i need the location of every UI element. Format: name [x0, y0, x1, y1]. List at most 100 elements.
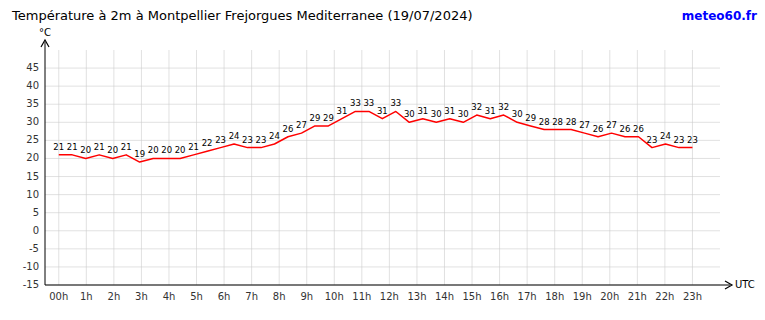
data-label: 31 [336, 106, 347, 116]
x-axis-arrow [725, 281, 732, 289]
grid-line-y [45, 122, 720, 123]
grid-line-x [389, 50, 390, 285]
data-label: 30 [431, 109, 442, 119]
data-label: 33 [363, 98, 374, 108]
x-tick-label: 20h [600, 291, 619, 302]
grid-line-x [554, 50, 555, 285]
data-label: 22 [202, 138, 213, 148]
x-tick-label: 13h [407, 291, 426, 302]
data-label: 21 [188, 142, 199, 152]
data-label: 21 [53, 142, 64, 152]
x-tick-label: 17h [518, 291, 537, 302]
grid-line-x [361, 50, 362, 285]
x-tick-label: 15h [463, 291, 482, 302]
x-tick-label: 00h [49, 291, 68, 302]
grid-line-x [168, 50, 169, 285]
grid-line-x [444, 50, 445, 285]
data-label: 28 [552, 117, 563, 127]
x-axis-label: UTC [735, 279, 755, 290]
x-tick-label: 3h [135, 291, 148, 302]
grid-line-x [609, 50, 610, 285]
y-axis-line [45, 42, 46, 285]
y-tick-label: 10 [26, 189, 39, 200]
data-label: 20 [80, 145, 91, 155]
grid-line-y [45, 212, 720, 213]
data-label: 27 [606, 120, 617, 130]
data-label: 20 [175, 145, 186, 155]
grid-line-x [279, 50, 280, 285]
x-axis-line [45, 285, 730, 286]
x-tick-label: 21h [628, 291, 647, 302]
grid-line-x [416, 50, 417, 285]
y-tick-label: 25 [26, 134, 39, 145]
y-tick-label: 40 [26, 80, 39, 91]
data-label: 32 [498, 102, 509, 112]
x-tick-label: 12h [380, 291, 399, 302]
data-label: 32 [471, 102, 482, 112]
temperature-line [59, 111, 693, 162]
title: Température à 2m à Montpellier Frejorgue… [11, 8, 473, 23]
data-label: 30 [458, 109, 469, 119]
chart: -15-10-505101520253035404500h1h2h3h4h5h6… [0, 0, 765, 320]
grid-line-y [45, 230, 720, 231]
data-labels: 2121202120211920202021222324232324262729… [53, 98, 698, 159]
grid-line-x [141, 50, 142, 285]
data-label: 26 [620, 124, 631, 134]
grid-line-x [306, 50, 307, 285]
grid-line-x [499, 50, 500, 285]
grid-line-x [113, 50, 114, 285]
data-label: 28 [566, 117, 577, 127]
tick-labels: -15-10-505101520253035404500h1h2h3h4h5h6… [23, 62, 702, 302]
data-label: 31 [417, 106, 428, 116]
data-label: 27 [579, 120, 590, 130]
x-tick-label: 23h [683, 291, 702, 302]
data-label: 26 [283, 124, 294, 134]
x-tick-label: 4h [163, 291, 176, 302]
grid-line-x [86, 50, 87, 285]
grid-line-x [334, 50, 335, 285]
y-tick-label: 30 [26, 116, 39, 127]
data-label: 20 [107, 145, 118, 155]
grid-line-y [45, 140, 720, 141]
x-tick-label: 2h [108, 291, 121, 302]
grid-line-x [196, 50, 197, 285]
grid-line-y [45, 104, 720, 105]
x-tick-label: 11h [352, 291, 371, 302]
data-label: 27 [296, 120, 307, 130]
data-label: 24 [229, 131, 240, 141]
grid-line-x [251, 50, 252, 285]
data-label: 26 [593, 124, 604, 134]
x-tick-label: 10h [325, 291, 344, 302]
data-label: 29 [525, 113, 536, 123]
data-label: 23 [242, 135, 253, 145]
grid-line-y [45, 158, 720, 159]
grid [45, 50, 720, 285]
data-label: 21 [67, 142, 78, 152]
y-tick-label: 35 [26, 98, 39, 109]
grid-line-x [224, 50, 225, 285]
data-label: 33 [390, 98, 401, 108]
watermark: meteo60.fr [682, 9, 757, 23]
plot-area [59, 111, 693, 162]
data-label: 30 [512, 109, 523, 119]
y-tick-label: -10 [23, 261, 39, 272]
grid-line-y [45, 248, 720, 249]
x-tick-label: 19h [573, 291, 592, 302]
data-label: 29 [310, 113, 321, 123]
grid-line-x [527, 50, 528, 285]
grid-line-x [637, 50, 638, 285]
grid-line-y [45, 68, 720, 69]
data-label: 26 [633, 124, 644, 134]
data-label: 19 [134, 149, 145, 159]
data-label: 23 [256, 135, 267, 145]
x-tick-label: 16h [490, 291, 509, 302]
data-label: 29 [323, 113, 334, 123]
x-tick-label: 6h [218, 291, 231, 302]
data-label: 24 [660, 131, 671, 141]
y-tick-label: 20 [26, 152, 39, 163]
y-tick-label: -15 [23, 279, 39, 290]
y-tick-label: 15 [26, 171, 39, 182]
grid-line-x [472, 50, 473, 285]
data-label: 31 [377, 106, 388, 116]
data-label: 23 [215, 135, 226, 145]
